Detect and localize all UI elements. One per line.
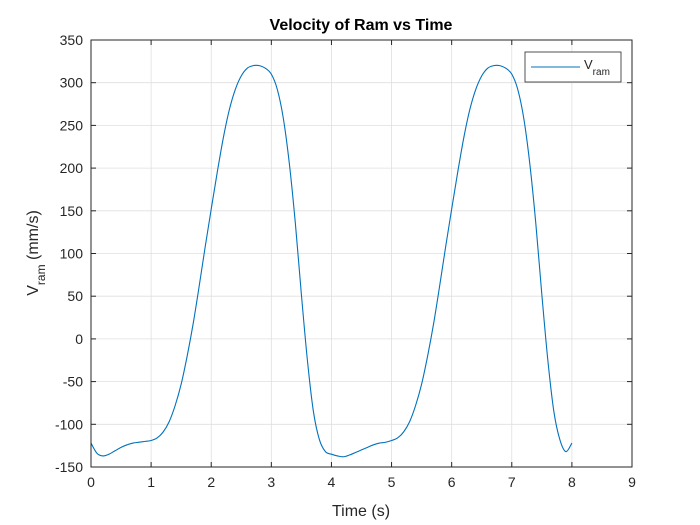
y-tick-label: 350: [60, 32, 84, 48]
x-tick-label: 2: [207, 474, 215, 490]
x-tick-label: 1: [147, 474, 155, 490]
y-axis-label-sub: ram: [34, 264, 48, 285]
y-tick-label: -50: [63, 374, 83, 390]
y-tick-label: 300: [60, 75, 84, 91]
series-line-v-ram: [90, 64, 573, 458]
x-tick-label: 8: [568, 474, 576, 490]
y-tick-label: 50: [67, 288, 83, 304]
y-tick-label: 200: [60, 160, 84, 176]
svg-text:Vram (mm/s): Vram (mm/s): [25, 210, 48, 296]
y-axis-label-main: V: [25, 285, 42, 296]
y-axis-label-unit: (mm/s): [25, 210, 42, 264]
ticks: 0 1 2 3 4 5 6 7 8 9 -150 -100 -50 0 50 100 150 200 250 300 3…: [55, 32, 636, 490]
x-tick-label: 0: [87, 474, 95, 490]
x-tick-label: 5: [388, 474, 396, 490]
y-tick-label: 250: [60, 117, 84, 133]
grid: [90, 39, 633, 468]
y-tick-label: 150: [60, 203, 84, 219]
x-tick-label: 9: [628, 474, 636, 490]
chart-title: Velocity of Ram vs Time: [270, 17, 453, 34]
x-axis-label: Time (s): [332, 503, 390, 520]
y-tick-label: 0: [75, 331, 83, 347]
x-tick-label: 3: [267, 474, 275, 490]
y-tick-label: -150: [55, 459, 83, 475]
x-tick-label: 4: [328, 474, 336, 490]
y-tick-label: -100: [55, 416, 83, 432]
y-tick-label: 100: [60, 246, 84, 262]
x-tick-label: 7: [508, 474, 516, 490]
legend-label-sub: ram: [593, 67, 610, 78]
legend[interactable]: Vram: [524, 51, 622, 83]
y-axis-label: Vram (mm/s): [25, 210, 48, 296]
legend-entry: Vram: [584, 57, 610, 78]
x-tick-label: 6: [448, 474, 456, 490]
legend-label-main: V: [584, 57, 593, 72]
series-layer: [90, 64, 573, 458]
